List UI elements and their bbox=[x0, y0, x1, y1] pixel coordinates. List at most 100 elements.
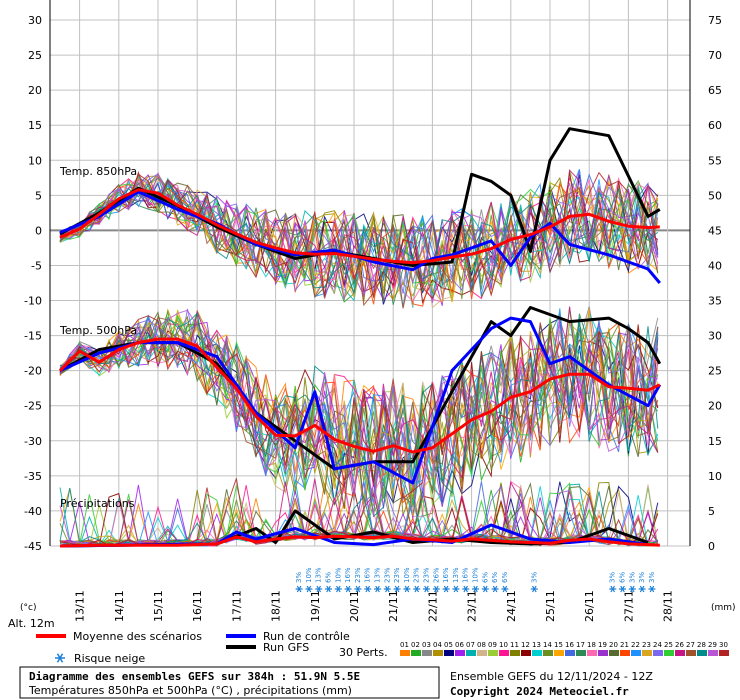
y-tick-label-left: -40 bbox=[24, 505, 42, 518]
perturbation-swatch bbox=[664, 650, 674, 656]
snow-risk-item: 10% bbox=[472, 567, 480, 593]
perturbation-swatch bbox=[598, 650, 608, 656]
perturbation-swatch bbox=[521, 650, 531, 656]
left-unit-label: (°c) bbox=[20, 603, 36, 613]
y-tick-label-right: 15 bbox=[708, 435, 722, 448]
x-tick-label: 13/11 bbox=[74, 590, 87, 622]
perturbation-swatch bbox=[653, 650, 663, 656]
snowflake-icon bbox=[344, 585, 352, 593]
legend-gfs-label: Run GFS bbox=[263, 641, 309, 654]
perturbation-id: 06 bbox=[455, 641, 464, 649]
snowflake-icon bbox=[619, 585, 627, 593]
x-tick-label: 15/11 bbox=[152, 590, 165, 622]
chart-title: Diagramme des ensembles GEFS sur 384h : … bbox=[29, 670, 360, 683]
perturbation-swatch bbox=[466, 650, 476, 656]
y-tick-label-left: 10 bbox=[28, 154, 42, 167]
perturbation-id: 07 bbox=[466, 641, 475, 649]
snow-risk-item: 3% bbox=[295, 572, 303, 593]
snow-risk-item: 6% bbox=[619, 572, 627, 593]
y-tick-label-left: 0 bbox=[35, 224, 42, 237]
perturbation-swatch bbox=[565, 650, 575, 656]
x-tick-label: 17/11 bbox=[230, 590, 243, 622]
perturbation-id: 09 bbox=[488, 641, 497, 649]
snowflake-icon bbox=[374, 585, 382, 593]
perturbation-id: 14 bbox=[543, 641, 552, 649]
series-line-t850 bbox=[59, 190, 661, 284]
annotation-precip: Précipitations bbox=[60, 497, 135, 510]
x-tick-label: 26/11 bbox=[583, 590, 596, 622]
series-line-t500 bbox=[58, 337, 661, 454]
perturbation-swatch bbox=[686, 650, 696, 656]
snow-risk-item: 3% bbox=[628, 572, 636, 593]
snow-risk-pct: 13% bbox=[374, 567, 382, 583]
x-tick-label: 28/11 bbox=[662, 590, 675, 622]
snow-risk-pct: 6% bbox=[619, 572, 627, 583]
snowflake-icon bbox=[491, 585, 499, 593]
snow-risk-item: 13% bbox=[452, 567, 460, 593]
perturbation-swatch bbox=[411, 650, 421, 656]
snowflake-icon bbox=[315, 585, 323, 593]
snowflake-icon bbox=[481, 585, 489, 593]
perturbation-id: 24 bbox=[653, 641, 662, 649]
y-tick-label-left: -15 bbox=[24, 330, 42, 343]
snowflake-icon bbox=[501, 585, 509, 593]
perturbation-id: 08 bbox=[477, 641, 486, 649]
snow-risk-item: 3% bbox=[638, 572, 646, 593]
y-tick-label-right: 35 bbox=[708, 295, 722, 308]
snow-risk-item: 3% bbox=[530, 572, 538, 593]
legend-control-label: Run de contrôle bbox=[263, 630, 350, 643]
perturbation-id: 26 bbox=[675, 641, 684, 649]
snowflake-icon bbox=[383, 585, 391, 593]
snowflake-icon bbox=[638, 585, 646, 593]
annotation-t850: Temp. 850hPa bbox=[59, 165, 137, 178]
snow-risk-item: 23% bbox=[354, 567, 362, 593]
snow-risk-pct: 6% bbox=[501, 572, 509, 583]
perturbation-line bbox=[59, 312, 659, 518]
snow-risk-item: 26% bbox=[432, 567, 440, 593]
snowflake-icon bbox=[423, 585, 431, 593]
snow-risk-item: 23% bbox=[393, 567, 401, 593]
perturbation-id: 25 bbox=[664, 641, 673, 649]
perturbation-swatch bbox=[675, 650, 685, 656]
perturbation-swatch bbox=[554, 650, 564, 656]
snowflake-icon bbox=[609, 585, 617, 593]
snowflake-icon bbox=[295, 585, 303, 593]
y-tick-label-left: -35 bbox=[24, 470, 42, 483]
x-tick-label: 27/11 bbox=[622, 590, 635, 622]
snow-risk-item: 10% bbox=[403, 567, 411, 593]
snow-risk-pct: 10% bbox=[334, 567, 342, 583]
x-tick-label: 21/11 bbox=[387, 590, 400, 622]
x-tick-label: 22/11 bbox=[426, 590, 439, 622]
perturbation-id: 01 bbox=[400, 641, 409, 649]
perturbation-id: 04 bbox=[433, 641, 442, 649]
copyright-label: Copyright 2024 Meteociel.fr bbox=[450, 685, 629, 698]
y-tick-label-left: 20 bbox=[28, 84, 42, 97]
y-tick-label-left: -30 bbox=[24, 435, 42, 448]
snowflake-icon bbox=[393, 585, 401, 593]
snow-risk-item: 3% bbox=[648, 572, 656, 593]
perturbation-swatch bbox=[543, 650, 553, 656]
chart-subtitle: Températures 850hPa et 500hPa (°C) , pré… bbox=[28, 684, 352, 697]
perturbation-swatch bbox=[631, 650, 641, 656]
snow-risk-pct: 23% bbox=[383, 567, 391, 583]
snow-risk-pct: 13% bbox=[315, 567, 323, 583]
perturbation-swatch bbox=[499, 650, 509, 656]
perturbation-id: 05 bbox=[444, 641, 453, 649]
perturbation-swatch bbox=[697, 650, 707, 656]
right-unit-label: (mm) bbox=[711, 603, 736, 613]
y-tick-label-left: 30 bbox=[28, 14, 42, 27]
snow-risk-pct: 16% bbox=[364, 567, 372, 583]
perturbation-swatch bbox=[532, 650, 542, 656]
snowflake-icon bbox=[442, 585, 450, 593]
snow-risk-pct: 23% bbox=[354, 567, 362, 583]
snow-risk-item: 6% bbox=[501, 572, 509, 593]
legend-snow-label: Risque neige bbox=[74, 652, 145, 665]
perturbation-id: 28 bbox=[697, 641, 706, 649]
snow-risk-pct: 16% bbox=[344, 567, 352, 583]
perturbation-id: 17 bbox=[576, 641, 585, 649]
y-tick-label-right: 40 bbox=[708, 259, 722, 272]
snow-risk-pct: 23% bbox=[393, 567, 401, 583]
perturbation-id: 15 bbox=[554, 641, 563, 649]
snow-risk-pct: 3% bbox=[648, 572, 656, 583]
